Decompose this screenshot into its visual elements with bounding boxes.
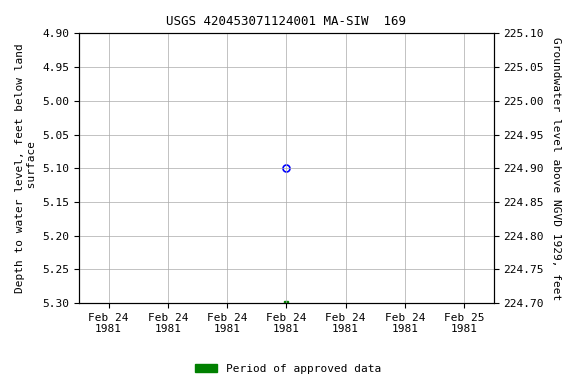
Legend: Period of approved data: Period of approved data — [191, 359, 385, 379]
Y-axis label: Groundwater level above NGVD 1929, feet: Groundwater level above NGVD 1929, feet — [551, 36, 561, 300]
Title: USGS 420453071124001 MA-SIW  169: USGS 420453071124001 MA-SIW 169 — [166, 15, 406, 28]
Y-axis label: Depth to water level, feet below land
 surface: Depth to water level, feet below land su… — [15, 43, 37, 293]
